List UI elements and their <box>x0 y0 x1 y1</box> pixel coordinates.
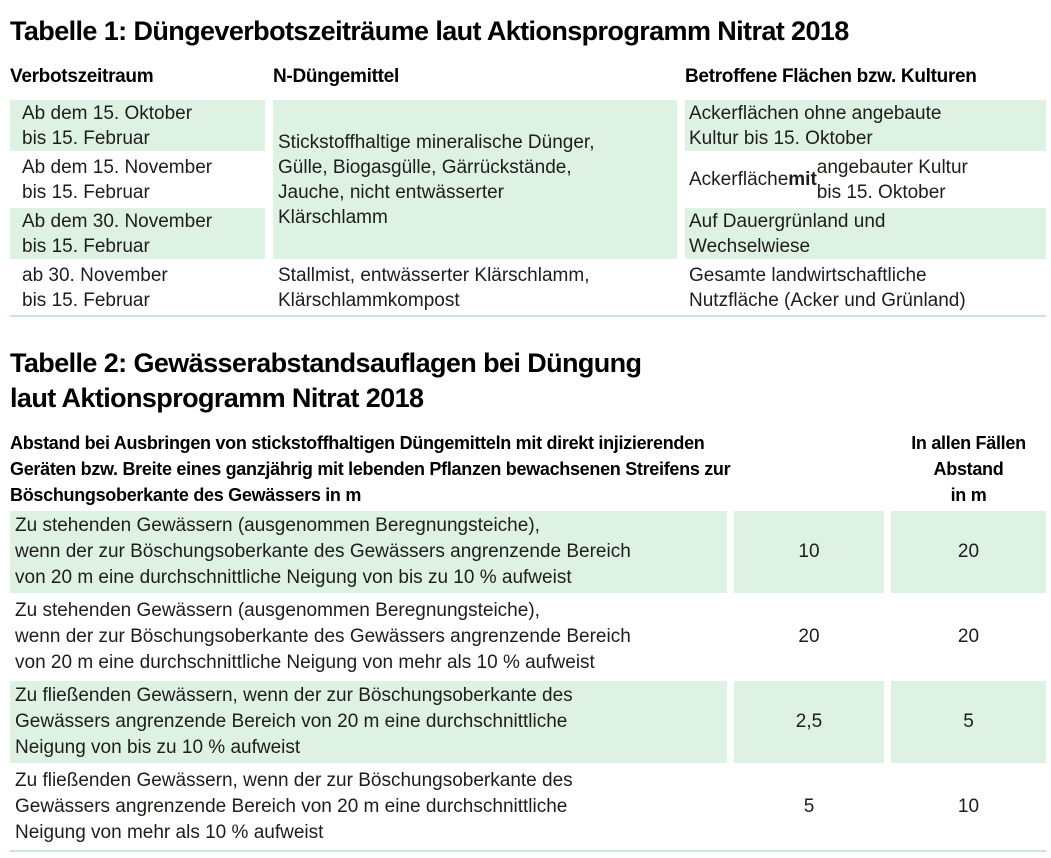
distance-description-cell: Zu fließenden Gewässern, wenn der zur Bö… <box>15 770 573 843</box>
prohibition-period-cell: Ab dem 15. Oktober bis 15. Februar <box>10 100 265 151</box>
prohibition-period-cell: Ab dem 15. November bis 15. Februar <box>10 154 265 205</box>
affected-area-text: angebauter Kultur bis 15. Oktober <box>816 156 968 203</box>
table1-header-n-duengemittel: N-Düngemittel <box>273 66 399 87</box>
table2-header-description: Abstand bei Ausbringen von stickstoffhal… <box>10 433 731 505</box>
distance-description-cell: Zu fließenden Gewässern, wenn der zur Bö… <box>10 681 727 763</box>
table1-title: Tabelle 1: Düngeverbotszeiträume laut Ak… <box>10 16 849 46</box>
affected-area-cell: Ackerfläche mit angebauter Kultur bis 15… <box>685 154 1046 205</box>
table1-header-verbotszeitraum: Verbotszeitraum <box>10 66 154 87</box>
affected-area-bold-word: mit <box>788 169 817 190</box>
distance-value-cell: 5 <box>803 796 815 817</box>
affected-area-cell: Ackerflächen ohne angebaute Kultur bis 1… <box>685 100 1046 151</box>
table2-title: Tabelle 2: Gewässerabstandsauflagen bei … <box>10 348 642 413</box>
table2: Abstand bei Ausbringen von stickstoffhal… <box>10 430 1046 848</box>
table1-bottom-rule <box>10 315 1046 317</box>
prohibition-period-cell: Ab dem 30. November bis 15. Februar <box>10 208 265 259</box>
fertilizer-type-cell: Stallmist, entwässerter Klärschlamm, Klä… <box>278 264 590 311</box>
prohibition-period-cell: ab 30. November bis 15. Februar <box>22 264 168 311</box>
affected-area-text: Ackerfläche <box>689 169 789 190</box>
fertilizer-type-merged-cell: Stickstoffhaltige mineralische Dünger, G… <box>273 100 677 259</box>
table1: Verbotszeitraum N-Düngemittel Betroffene… <box>10 63 1046 313</box>
distance-description-cell: Zu stehenden Gewässern (ausgenommen Bere… <box>10 511 727 593</box>
all-cases-value-cell: 20 <box>891 511 1046 593</box>
all-cases-value-cell: 20 <box>957 626 980 647</box>
table1-header-betroffene-flaechen: Betroffene Flächen bzw. Kulturen <box>685 66 977 87</box>
all-cases-value-cell: 5 <box>891 681 1046 763</box>
table2-bottom-rule <box>10 850 1046 852</box>
distance-value-cell: 2,5 <box>734 681 884 763</box>
affected-area-cell: Auf Dauergrünland und Wechselwiese <box>685 208 1046 259</box>
table2-header-all-cases: In allen Fällen Abstand in m <box>911 433 1026 505</box>
distance-description-cell: Zu stehenden Gewässern (ausgenommen Bere… <box>15 600 631 673</box>
distance-value-cell: 20 <box>798 626 820 647</box>
distance-value-cell: 10 <box>734 511 884 593</box>
all-cases-value-cell: 10 <box>957 796 980 817</box>
affected-area-cell: Gesamte landwirtschaftliche Nutzfläche (… <box>689 264 966 311</box>
